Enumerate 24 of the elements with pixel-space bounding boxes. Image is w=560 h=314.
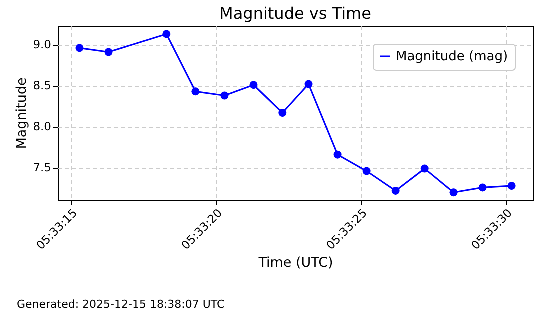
y-tick-label: 9.0 <box>33 37 52 52</box>
x-axis-title: Time (UTC) <box>258 255 334 272</box>
legend-label: Magnitude (mag) <box>396 50 508 64</box>
point <box>362 167 371 176</box>
chart-title: Magnitude vs Time <box>220 4 372 23</box>
y-tick-label: 8.0 <box>33 119 52 134</box>
point <box>76 44 84 52</box>
point <box>162 30 171 38</box>
point <box>192 88 200 96</box>
point <box>250 81 258 90</box>
point <box>104 48 113 56</box>
point <box>420 164 429 173</box>
text: Generated: 2025-12-15 18:38:07 UTC <box>17 298 225 311</box>
point <box>508 182 516 190</box>
point <box>304 80 313 88</box>
point <box>478 184 487 192</box>
point <box>334 150 342 159</box>
point <box>450 188 458 197</box>
y-tick-label: 8.5 <box>33 78 52 92</box>
point <box>392 186 400 195</box>
point <box>220 92 229 100</box>
y-axis-title: Magnitude <box>14 78 30 150</box>
y-tick-label: 7.5 <box>33 160 52 174</box>
point <box>278 109 287 117</box>
